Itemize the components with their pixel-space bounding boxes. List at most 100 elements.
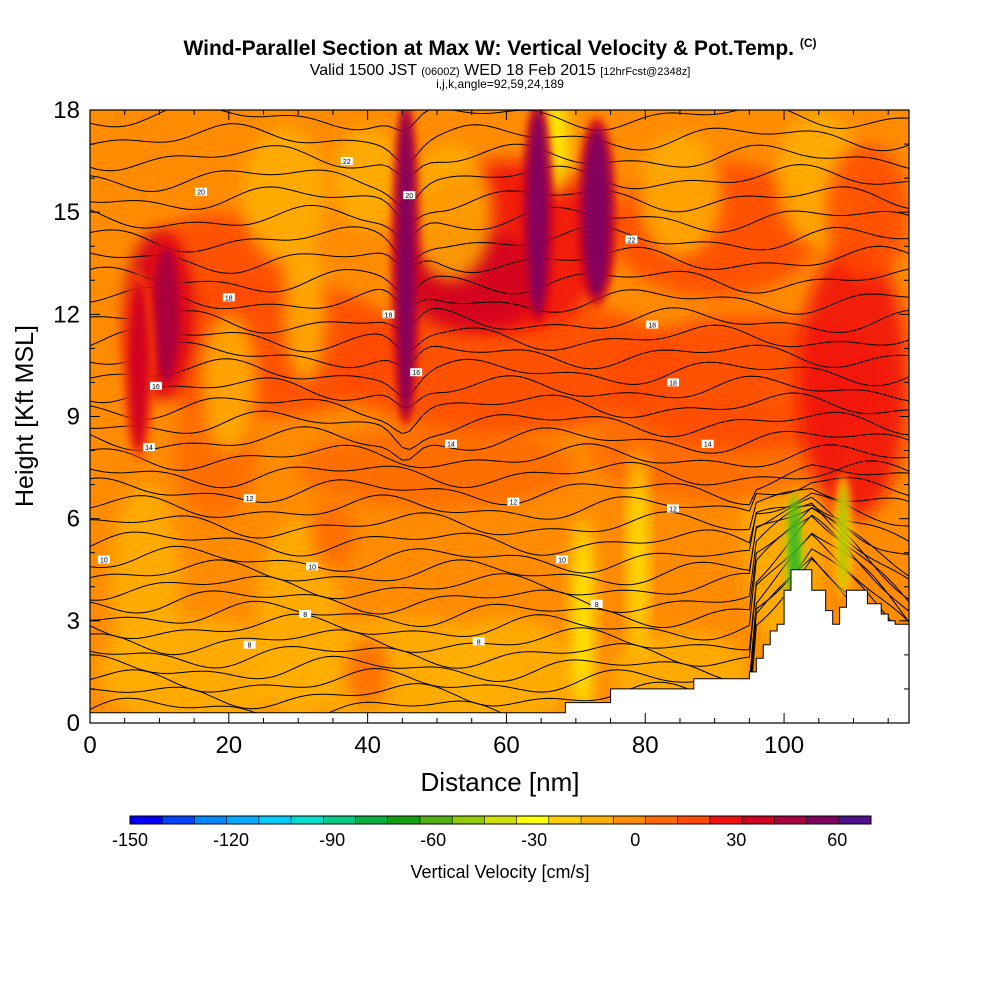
updraft-core <box>397 110 415 417</box>
field-blob <box>629 450 647 655</box>
isentrope-line <box>90 464 909 506</box>
x-tick-label: 100 <box>764 732 804 759</box>
field-blob <box>332 127 403 230</box>
isentrope-label: 8 <box>299 610 312 619</box>
updraft-core <box>152 246 181 383</box>
colorbar-swatch <box>484 816 518 824</box>
isentrope-label-text: 12 <box>669 506 677 513</box>
colorbar-swatch <box>194 816 228 824</box>
isentrope-label-box <box>382 310 395 319</box>
forecast-label: [12hrFcst@2348z] <box>600 66 691 78</box>
colorbar-swatch <box>645 816 679 824</box>
isentrope-label-text: 10 <box>100 558 108 565</box>
y-tick-label: 0 <box>67 710 80 737</box>
x-tick-label: 40 <box>354 732 381 759</box>
isentrope-label: 18 <box>382 310 395 319</box>
field-blob <box>110 484 181 689</box>
colorbar-swatch <box>452 816 485 824</box>
isentrope-label: 18 <box>222 293 235 302</box>
isentrope-line <box>90 558 909 723</box>
isentrope-label-box <box>590 599 603 608</box>
isentrope-label-box <box>403 191 416 200</box>
isentrope-label-text: 10 <box>308 564 316 571</box>
y-tick-label: 15 <box>53 199 80 226</box>
isentrope-line <box>90 204 909 239</box>
isentrope-label-box <box>243 494 256 503</box>
y-tick-label: 12 <box>53 301 80 328</box>
colorbar-swatch <box>548 816 582 824</box>
isentrope-label-text: 12 <box>246 496 254 503</box>
isentrope-label-text: 22 <box>627 237 635 244</box>
colorbar-swatch <box>581 816 614 824</box>
isentrope-line <box>90 532 909 669</box>
colorbar-swatch <box>677 816 711 824</box>
isentrope-line <box>90 110 909 132</box>
isentrope-label-text: 18 <box>385 312 393 319</box>
colorbar-tick-label: -30 <box>521 830 547 850</box>
isentrope-label-box <box>444 439 457 448</box>
colorbar-swatch <box>709 816 743 824</box>
colorbar-swatch <box>226 816 260 824</box>
updraft-core <box>527 110 549 315</box>
isentrope-line <box>90 245 909 274</box>
isentrope-label-text: 18 <box>225 295 233 302</box>
isentrope-label-box <box>340 157 353 166</box>
field-blob <box>638 133 722 257</box>
isentrope-line <box>90 488 909 539</box>
isentrope-line <box>90 123 909 164</box>
isentrope-line <box>90 548 909 693</box>
colorbar-label: Vertical Velocity [cm/s] <box>410 862 590 882</box>
isentrope-line <box>90 143 909 178</box>
isentrope-line <box>90 443 909 471</box>
colorbar-tick-label: -150 <box>112 830 148 850</box>
field-blob <box>242 127 326 264</box>
isentrope-line <box>90 392 909 435</box>
isentrope-label-text: 8 <box>595 602 599 609</box>
field-blob <box>312 501 354 570</box>
isentrope-line <box>90 504 909 574</box>
colorbar-swatch <box>258 816 292 824</box>
isentrope-line <box>90 533 909 683</box>
isentrope-label-box <box>306 562 319 571</box>
isentrope-line <box>90 286 909 315</box>
colorbar-tick-label: -60 <box>420 830 446 850</box>
updraft-core <box>582 127 611 298</box>
y-tick-label: 9 <box>67 404 80 431</box>
isentrope-label: 8 <box>243 640 256 650</box>
colorbar-swatch <box>806 816 840 824</box>
isentrope-label-box <box>667 378 680 387</box>
isentrope-line <box>90 164 909 208</box>
updraft-core <box>839 484 847 587</box>
isentrope-label-box <box>507 497 520 506</box>
isentrope-line <box>90 477 909 520</box>
isentrope-label-box <box>667 504 680 513</box>
isentrope-label-box <box>243 640 256 649</box>
field-blob <box>346 637 389 706</box>
isentrope-label-text: 8 <box>303 612 307 619</box>
isentrope-labels: 10 8 8 10 8 8 10 12 12 12 14 14 14 16 16 18 18 18 18 20 20 22… <box>97 157 714 650</box>
chart-subtitle: Valid 1500 JST (0600Z) WED 18 Feb 2015 [… <box>0 62 1000 80</box>
isentrope-label: 10 <box>306 562 319 571</box>
isentrope-label: 20 <box>195 187 208 197</box>
colorbar-swatch <box>774 816 807 824</box>
x-tick-label: 20 <box>215 732 242 759</box>
isentrope-line <box>90 514 909 656</box>
isentrope-label-text: 10 <box>558 558 566 565</box>
isentrope-label: 18 <box>646 320 659 330</box>
y-tick-label: 18 <box>53 97 80 124</box>
colorbar-tick-label: 30 <box>726 830 746 850</box>
isentrope-label-text: 20 <box>405 193 413 200</box>
isentrope-line <box>90 507 909 601</box>
isentrope-label-box <box>97 555 110 564</box>
isentrope-label: 12 <box>667 504 680 513</box>
isentrope-label: 16 <box>410 368 423 377</box>
colorbar-swatch <box>130 816 163 824</box>
isentrope-label: 8 <box>590 599 603 609</box>
isentrope-label-text: 14 <box>704 442 712 449</box>
isentrope-label-text: 22 <box>343 159 351 166</box>
isentrope-label-text: 8 <box>248 643 252 650</box>
isentrope-label-text: 8 <box>477 639 481 646</box>
field-blob <box>409 144 493 281</box>
colorbar-swatch <box>162 816 195 824</box>
valid-utc: (0600Z) <box>421 66 460 78</box>
